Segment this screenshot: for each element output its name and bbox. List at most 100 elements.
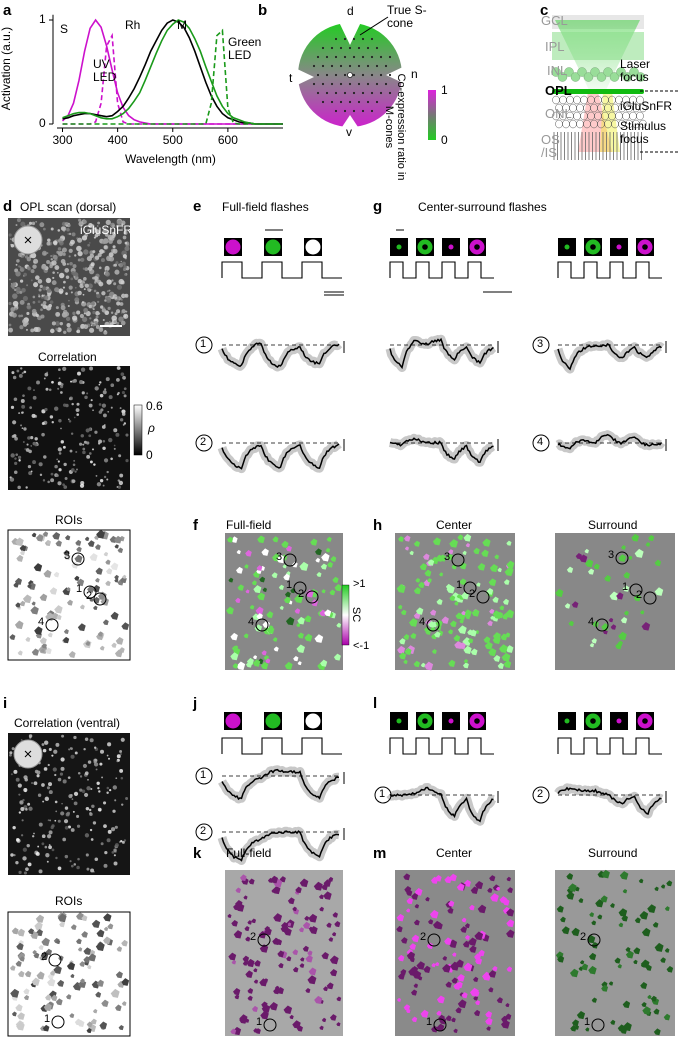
roi (445, 981, 452, 988)
roi (497, 662, 504, 669)
roi (449, 873, 457, 882)
image-speck (101, 425, 106, 429)
roi (610, 624, 617, 630)
roi (74, 575, 80, 581)
image-speck (47, 819, 50, 822)
roi (50, 994, 58, 1002)
image-speck (9, 477, 15, 482)
image-speck (41, 432, 45, 437)
image-speck (92, 821, 97, 825)
image-speck (110, 406, 113, 409)
image-speck (62, 366, 67, 371)
roi (566, 873, 574, 880)
map-dot (366, 46, 370, 50)
roi-marker (451, 553, 465, 567)
image-speck (103, 475, 107, 479)
image-speck (17, 288, 21, 291)
roi (470, 648, 478, 656)
roi (110, 988, 120, 998)
image-speck (106, 290, 109, 293)
panel-title: Full-field (226, 518, 272, 532)
map-dot (330, 100, 334, 104)
roi (88, 949, 96, 956)
c-label: Stimulus focus (620, 119, 667, 146)
roi (316, 571, 322, 577)
roi (617, 640, 623, 646)
image-speck (48, 388, 52, 392)
image-speck (119, 750, 123, 753)
image-speck (50, 258, 53, 261)
roi (85, 641, 91, 646)
image-speck (108, 320, 111, 323)
image-speck (13, 769, 18, 774)
roi (453, 634, 461, 642)
stimulus (396, 718, 402, 724)
image-speck (104, 269, 107, 271)
roi (396, 913, 405, 922)
roi (304, 615, 312, 623)
roi (59, 921, 65, 928)
y-axis-label: Activation (a.u.) (0, 26, 14, 111)
roi-image (555, 870, 675, 1036)
map-dot (339, 82, 343, 86)
roi (86, 1027, 92, 1034)
image-speck (62, 483, 65, 487)
roi (435, 922, 443, 930)
roi (404, 546, 409, 551)
roi (416, 961, 425, 970)
roi (503, 660, 512, 668)
image-speck (74, 286, 77, 289)
roi-label: 2 (636, 589, 643, 601)
spectrum-line (62, 28, 283, 125)
image-speck (98, 383, 101, 386)
image-speck (30, 781, 34, 785)
image-speck (16, 218, 22, 223)
panel-title: Correlation (38, 350, 97, 364)
image-speck (119, 473, 124, 478)
image-speck (60, 811, 65, 816)
map-dot (370, 73, 374, 77)
image-speck (57, 387, 60, 390)
roi (456, 883, 465, 891)
roi (463, 879, 471, 887)
map-dot (388, 91, 392, 95)
image-speck (30, 470, 33, 473)
roi (308, 913, 318, 923)
roi (621, 914, 628, 922)
roi (645, 964, 652, 971)
roi (425, 629, 431, 635)
colorbar-label: 1 (441, 83, 448, 97)
image-speck (94, 281, 97, 284)
image-speck (101, 403, 107, 408)
roi (425, 896, 430, 902)
image-speck (42, 301, 47, 305)
image-speck (56, 250, 60, 254)
image-speck (76, 824, 81, 828)
map-dot (325, 73, 329, 77)
roi (236, 661, 246, 671)
layer-label: OPL (545, 83, 572, 98)
trace-mean (389, 786, 494, 823)
roi (65, 534, 71, 541)
roi (245, 661, 253, 668)
roi (588, 965, 597, 975)
roi (435, 874, 442, 882)
map-dot (361, 91, 365, 95)
roi-label: 3 (444, 551, 451, 563)
roi (323, 986, 328, 992)
spectrum-line (62, 32, 283, 125)
image-speck (73, 416, 76, 419)
image-speck (110, 827, 116, 832)
image-speck (92, 409, 94, 412)
roi (410, 989, 418, 996)
image-speck (77, 258, 81, 262)
roi (463, 659, 468, 664)
roi (115, 1004, 122, 1012)
roi (110, 562, 119, 571)
image-speck (35, 852, 40, 856)
roi (645, 542, 651, 547)
image-speck (51, 848, 55, 852)
image-speck (103, 863, 108, 868)
image-speck (93, 275, 98, 281)
image-speck (95, 311, 100, 316)
